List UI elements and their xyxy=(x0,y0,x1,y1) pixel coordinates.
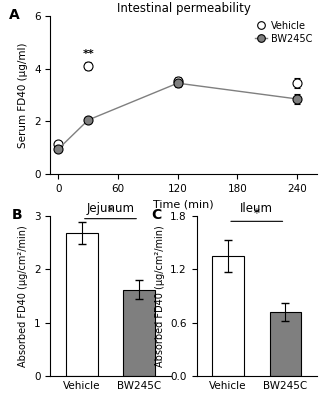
Y-axis label: Absorbed FD40 (μg/cm²/min): Absorbed FD40 (μg/cm²/min) xyxy=(155,225,165,367)
Title: Ileum: Ileum xyxy=(240,202,273,215)
X-axis label: Time (min): Time (min) xyxy=(153,199,214,209)
Text: **: ** xyxy=(82,49,94,59)
Bar xyxy=(66,233,98,376)
Bar xyxy=(270,312,301,376)
Title: Intestinal permeability: Intestinal permeability xyxy=(117,2,251,15)
Text: *: * xyxy=(108,204,113,218)
Text: B: B xyxy=(12,208,22,222)
Y-axis label: Absorbed FD40 (μg/cm²/min): Absorbed FD40 (μg/cm²/min) xyxy=(19,225,29,367)
Bar xyxy=(212,256,244,376)
Title: Jejunum: Jejunum xyxy=(86,202,135,215)
Text: A: A xyxy=(9,8,20,22)
Text: C: C xyxy=(151,208,161,222)
Y-axis label: Serum FD40 (μg/ml): Serum FD40 (μg/ml) xyxy=(19,42,29,148)
Bar xyxy=(124,290,155,376)
Legend: Vehicle, BW245C: Vehicle, BW245C xyxy=(255,21,312,44)
Text: *: * xyxy=(254,206,260,220)
